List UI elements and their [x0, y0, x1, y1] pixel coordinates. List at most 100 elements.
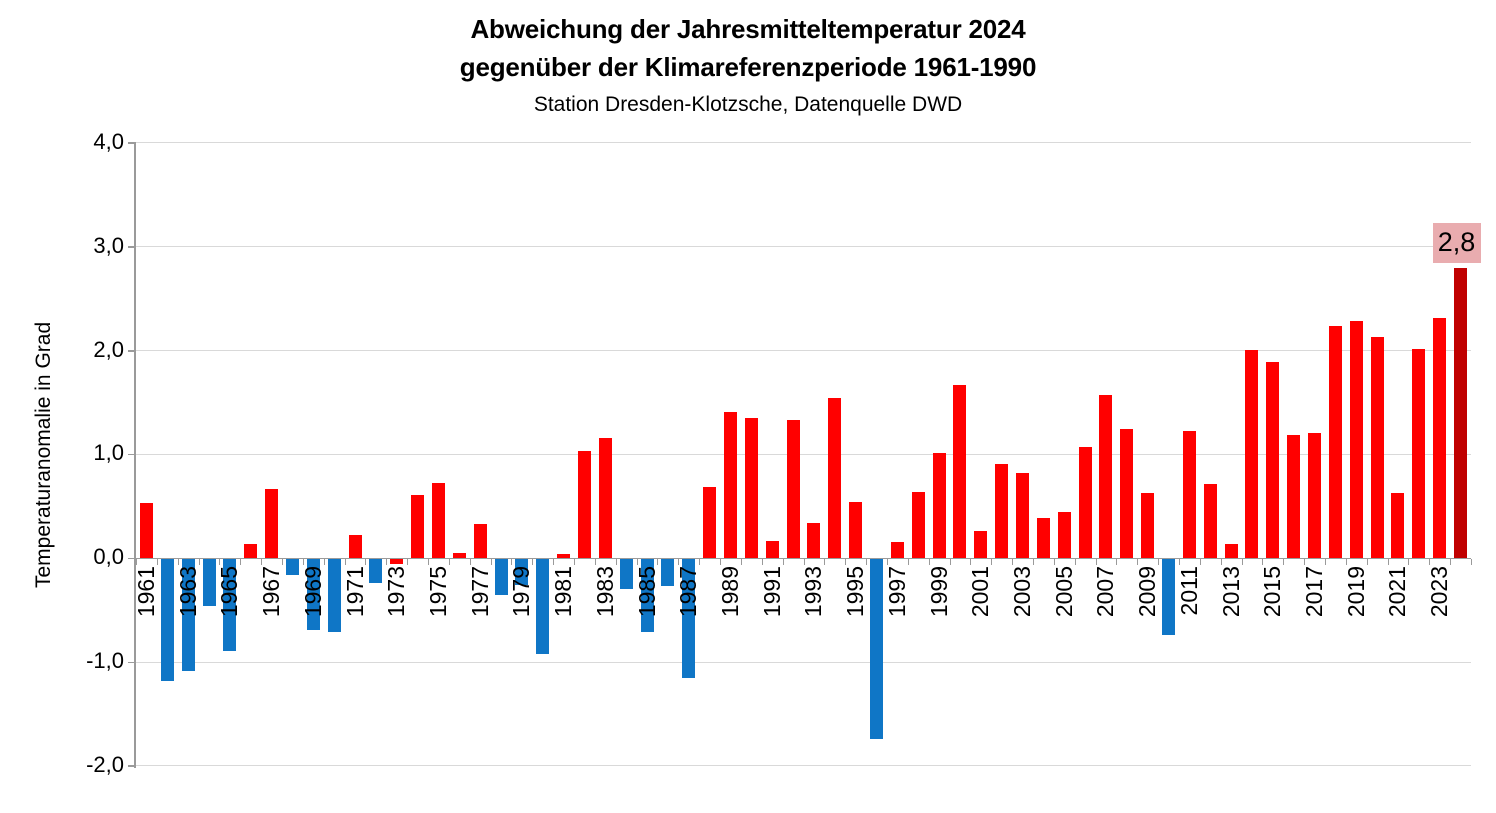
x-label-1997: 1997 — [883, 566, 910, 618]
gridline — [136, 142, 1471, 144]
bar-1984 — [619, 559, 633, 590]
x-tick — [1408, 559, 1410, 566]
x-label-2007: 2007 — [1092, 566, 1119, 618]
x-tick — [1053, 559, 1055, 566]
x-tick — [490, 559, 492, 566]
x-label-1975: 1975 — [424, 566, 451, 618]
y-tick-label: 0,0 — [93, 544, 124, 570]
x-tick — [365, 559, 367, 566]
bar-1980 — [536, 559, 550, 654]
x-label-2021: 2021 — [1384, 566, 1411, 618]
x-tick — [886, 559, 888, 566]
bar-2021 — [1391, 492, 1405, 559]
bar-1961 — [139, 503, 153, 559]
bar-1988 — [703, 486, 717, 559]
bar-1965 — [223, 559, 237, 652]
x-tick — [678, 559, 680, 566]
x-tick — [1283, 559, 1285, 566]
bar-2008 — [1120, 428, 1134, 559]
x-label-1973: 1973 — [383, 566, 410, 618]
bar-1983 — [598, 437, 612, 559]
bar-1974 — [411, 494, 425, 559]
y-tick-label: 2,0 — [93, 336, 124, 362]
bar-2001 — [974, 531, 988, 559]
bar-2017 — [1308, 432, 1322, 559]
bar-1977 — [473, 524, 487, 559]
bar-2007 — [1099, 395, 1113, 559]
x-label-1999: 1999 — [925, 566, 952, 618]
bar-1992 — [786, 420, 800, 559]
chart-subtitle: Station Dresden-Klotzsche, Datenquelle D… — [533, 93, 963, 116]
bar-2016 — [1287, 434, 1301, 559]
x-tick — [553, 559, 555, 566]
x-tick — [1345, 559, 1347, 566]
bar-1970 — [327, 559, 341, 632]
x-tick — [240, 559, 242, 566]
x-tick — [386, 559, 388, 566]
bar-1986 — [661, 559, 675, 587]
bar-1989 — [723, 411, 737, 559]
gridline — [136, 453, 1471, 455]
bar-1979 — [515, 559, 529, 585]
x-tick — [1032, 559, 1034, 566]
x-tick — [136, 559, 137, 566]
bar-2024 — [1454, 267, 1468, 559]
x-tick — [1262, 559, 1264, 566]
x-tick — [1429, 559, 1431, 566]
bar-2013 — [1224, 543, 1238, 559]
chart-title-line2: gegenüber der Klimareferenzperiode 1961-… — [459, 52, 1037, 82]
x-tick — [156, 559, 158, 566]
bar-2003 — [1016, 473, 1030, 559]
x-tick — [1116, 559, 1118, 566]
y-tick — [128, 765, 136, 767]
bar-1981 — [557, 554, 571, 559]
x-tick — [803, 559, 805, 566]
bar-1978 — [494, 559, 508, 596]
x-label-2009: 2009 — [1134, 566, 1161, 618]
bar-1998 — [911, 491, 925, 559]
x-tick — [824, 559, 826, 566]
x-label-1981: 1981 — [550, 566, 577, 618]
x-tick — [323, 559, 325, 566]
y-tick-label: -1,0 — [86, 648, 124, 674]
bar-2014 — [1245, 349, 1259, 559]
x-tick — [845, 559, 847, 566]
bar-2006 — [1078, 447, 1092, 559]
x-label-1979: 1979 — [508, 566, 535, 618]
x-axis-line — [134, 557, 1471, 560]
x-tick — [615, 559, 617, 566]
x-tick — [1304, 559, 1306, 566]
bar-1968 — [285, 559, 299, 575]
bar-1966 — [244, 543, 258, 559]
x-tick — [302, 559, 304, 566]
y-tick — [128, 246, 136, 248]
x-label-2019: 2019 — [1342, 566, 1369, 618]
x-tick — [1012, 559, 1014, 566]
x-tick — [261, 559, 263, 566]
bar-1999 — [932, 453, 946, 559]
bar-1991 — [765, 540, 779, 559]
bar-2023 — [1433, 318, 1447, 559]
bar-1996 — [870, 559, 883, 739]
y-axis-line — [134, 142, 136, 768]
bar-1973 — [390, 559, 404, 565]
x-tick — [469, 559, 471, 566]
x-label-1991: 1991 — [758, 566, 785, 618]
x-tick — [532, 559, 534, 566]
y-tick — [128, 453, 136, 456]
y-tick-label: 4,0 — [93, 128, 124, 154]
x-label-1985: 1985 — [633, 566, 660, 618]
y-tick-label: 3,0 — [93, 232, 124, 258]
bar-1993 — [807, 522, 821, 559]
bar-2022 — [1412, 348, 1426, 559]
y-tick — [128, 557, 136, 560]
bar-2012 — [1203, 483, 1217, 559]
x-tick — [344, 559, 346, 566]
bar-2004 — [1036, 517, 1050, 559]
x-label-1971: 1971 — [341, 566, 368, 618]
x-tick — [636, 559, 638, 566]
x-tick — [1220, 559, 1222, 566]
bar-1995 — [849, 502, 863, 559]
bar-1967 — [265, 488, 279, 559]
